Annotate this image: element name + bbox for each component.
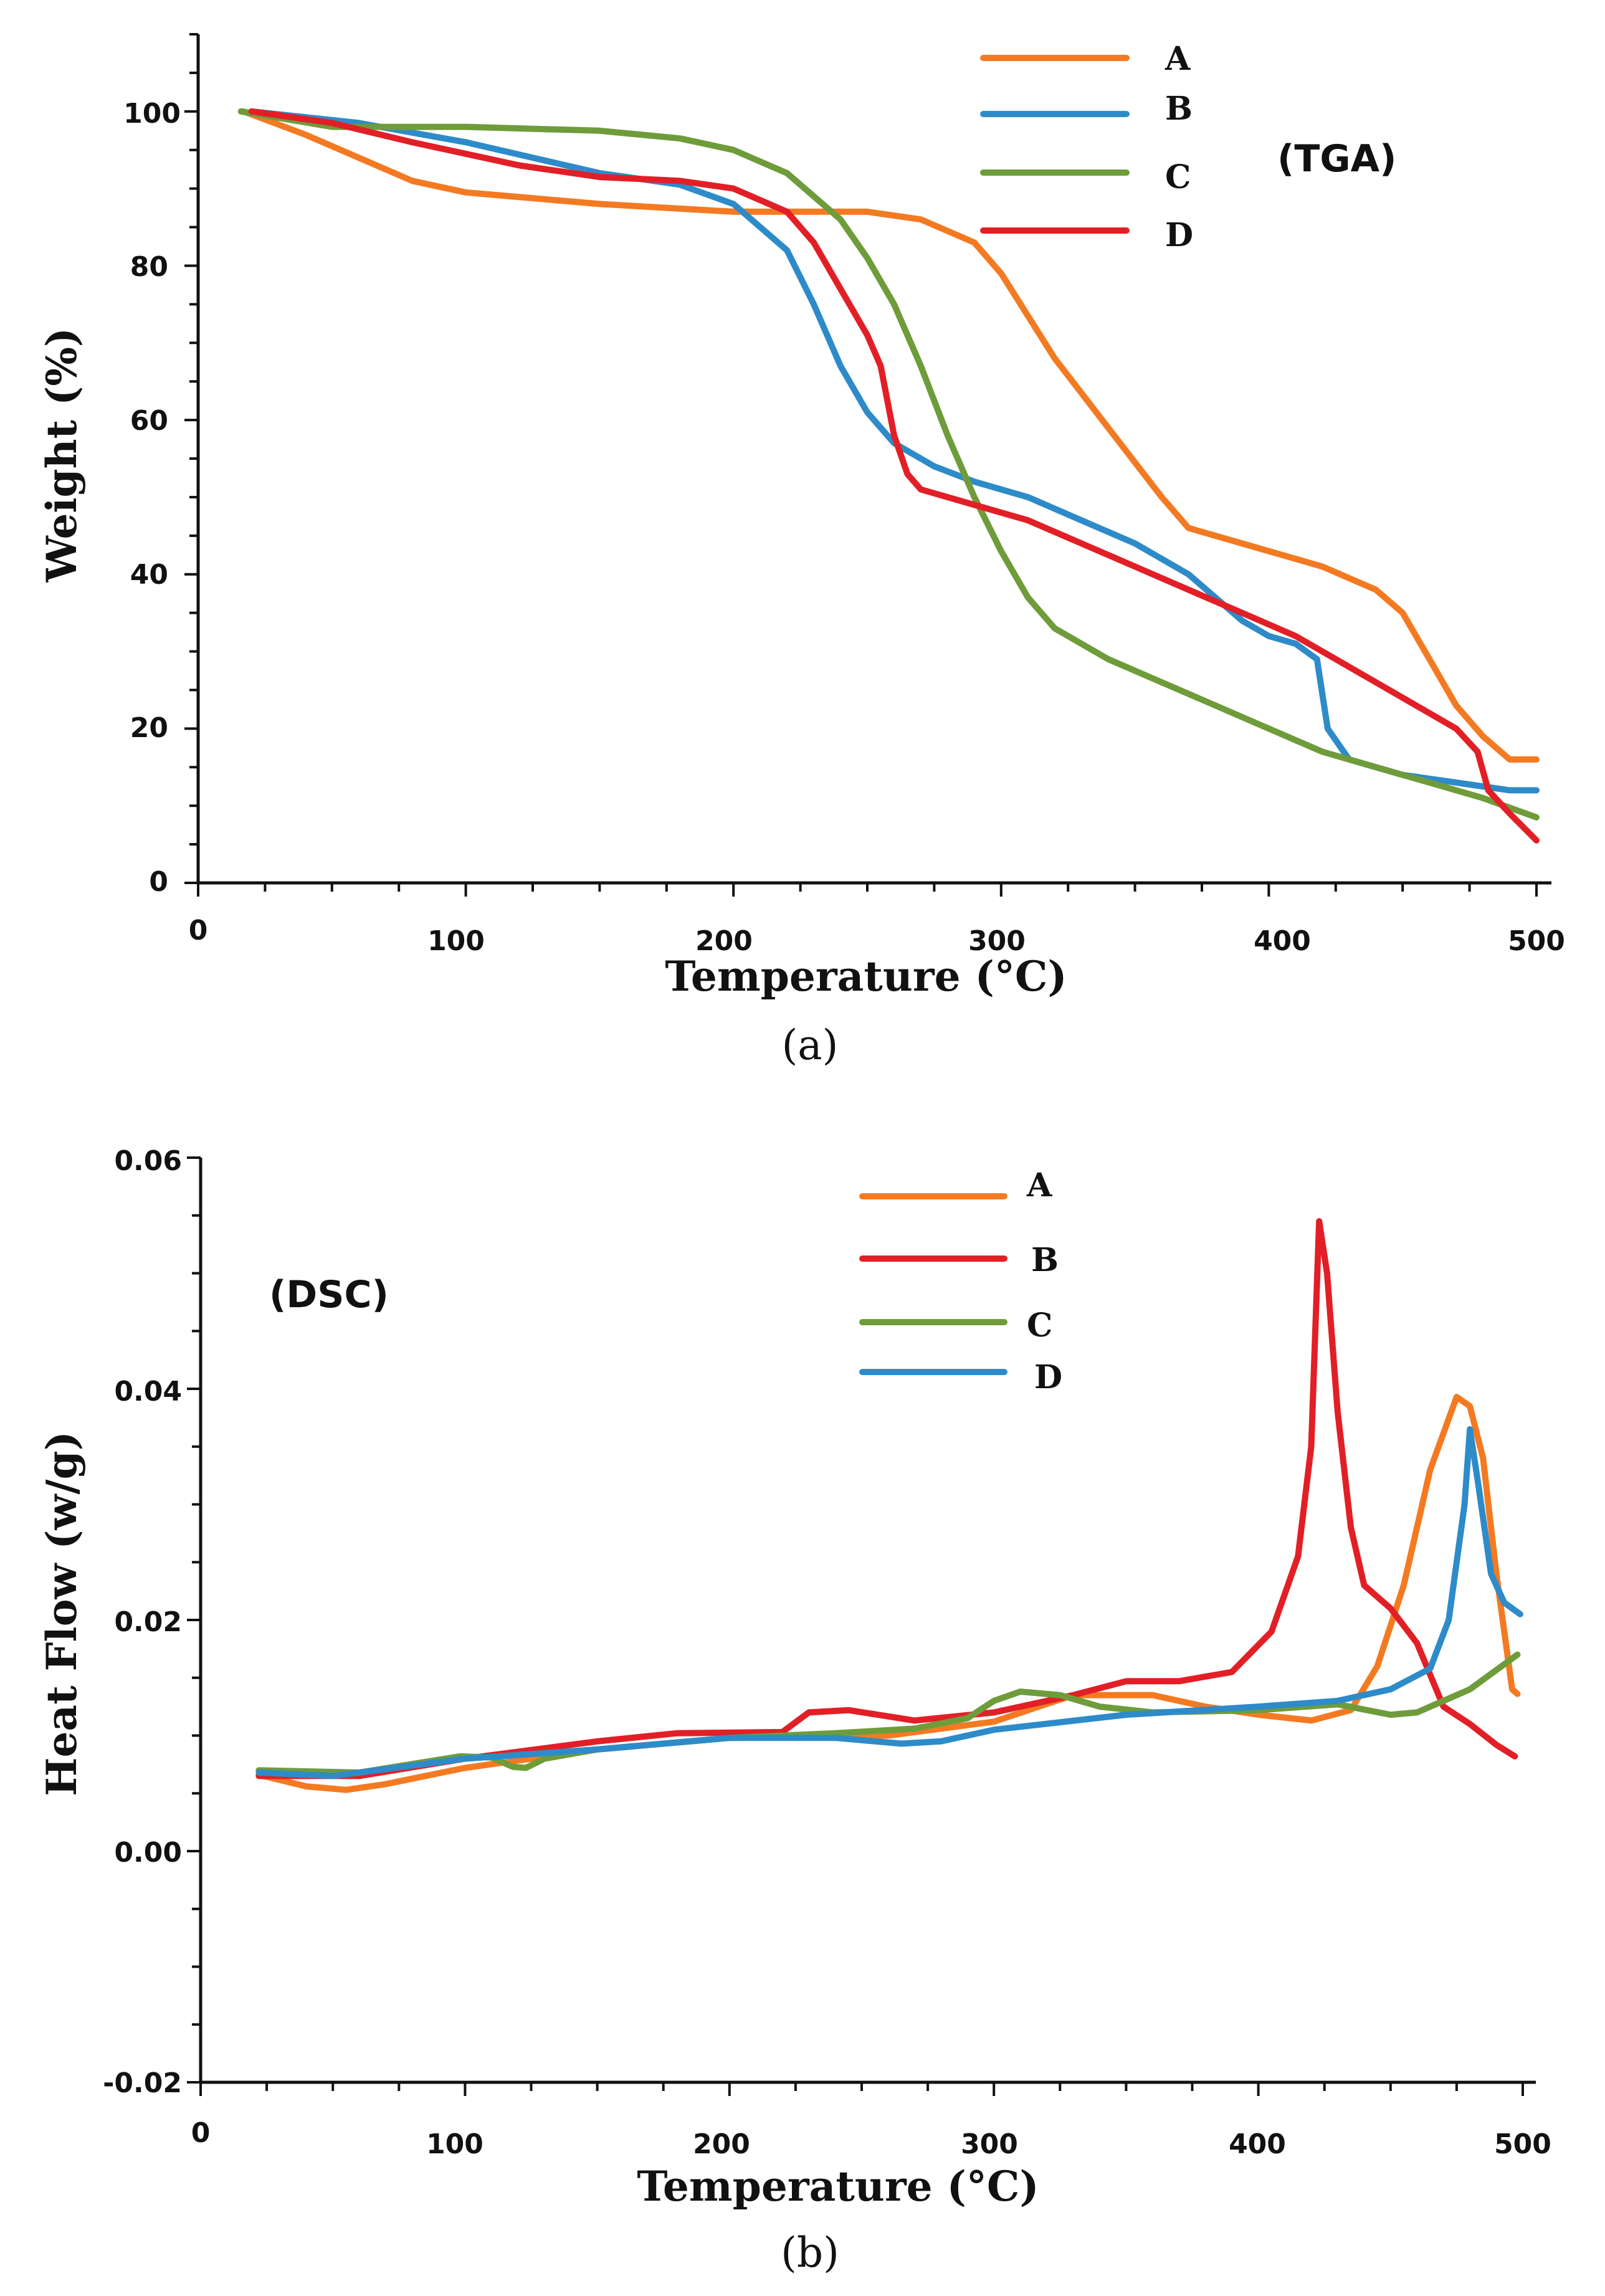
tga-legend-label-d: D bbox=[1165, 216, 1193, 254]
dsc-x-tick-label: 400 bbox=[1229, 2128, 1286, 2160]
tga-series-b-line bbox=[248, 108, 1540, 794]
tga-x-tick-label: 500 bbox=[1508, 925, 1565, 957]
tga-y-tick-label: 20 bbox=[130, 712, 168, 744]
dsc-panel-tag: (DSC) bbox=[269, 1273, 389, 1317]
tga-y-tick-label: 40 bbox=[130, 559, 168, 591]
dsc-panel: -0.02 0.00 0.02 0.04 0.06 0 100 200 300 … bbox=[37, 1145, 1551, 2277]
tga-series-c-line bbox=[237, 108, 1540, 821]
tga-x-tick-label: 400 bbox=[1254, 925, 1311, 957]
tga-legend-label-b: B bbox=[1165, 90, 1193, 128]
tga-series-d-line bbox=[248, 108, 1540, 844]
tga-caption: (a) bbox=[782, 1021, 839, 1069]
dsc-y-tick-label: 0.00 bbox=[114, 1837, 182, 1869]
tga-tick-labels: 0 20 40 60 80 100 0 100 200 300 400 500 bbox=[123, 98, 1565, 957]
dsc-x-tick-label: 100 bbox=[426, 2128, 483, 2160]
dsc-x-tick-label: 300 bbox=[961, 2128, 1018, 2160]
tga-x-tick-label: 200 bbox=[695, 925, 753, 957]
dsc-legend-label-c: C bbox=[1027, 1307, 1052, 1345]
dsc-axes bbox=[199, 1158, 1536, 2084]
tga-ticks bbox=[184, 33, 1538, 897]
tga-x-tick-label: 300 bbox=[968, 925, 1026, 957]
tga-y-axis-title: Weight (%) bbox=[37, 328, 86, 583]
tga-y-tick-label: 80 bbox=[130, 251, 168, 283]
tga-x-tick-label: 100 bbox=[427, 925, 485, 957]
tga-legend-label-a: A bbox=[1164, 40, 1191, 78]
dsc-series-group bbox=[255, 1218, 1523, 1793]
dsc-y-axis-title: Heat Flow (w/g) bbox=[37, 1431, 86, 1796]
dsc-series-b-line bbox=[255, 1218, 1518, 1779]
dsc-x-tick-label: 0 bbox=[191, 2117, 211, 2149]
dsc-series-c-line bbox=[255, 1651, 1521, 1776]
tga-legend: A B C D bbox=[980, 40, 1193, 254]
dsc-x-tick-label: 500 bbox=[1494, 2128, 1551, 2160]
dsc-series-d-line bbox=[255, 1426, 1523, 1779]
dsc-legend-label-d: D bbox=[1034, 1358, 1062, 1396]
tga-series-group bbox=[237, 108, 1540, 844]
dsc-y-tick-label: -0.02 bbox=[103, 2067, 182, 2099]
tga-series-a-line bbox=[241, 108, 1540, 763]
dsc-y-tick-label: 0.02 bbox=[114, 1606, 182, 1638]
dsc-ticks bbox=[187, 1156, 1524, 2096]
dsc-x-axis-title: Temperature (°C) bbox=[637, 2162, 1039, 2211]
tga-legend-label-c: C bbox=[1165, 158, 1191, 196]
tga-x-tick-label: 0 bbox=[189, 915, 208, 946]
dsc-legend-label-b: B bbox=[1031, 1241, 1059, 1279]
tga-y-tick-label: 100 bbox=[123, 98, 181, 130]
dsc-y-tick-label: 0.06 bbox=[114, 1145, 182, 1177]
dsc-caption: (b) bbox=[781, 2229, 839, 2277]
dsc-y-tick-label: 0.04 bbox=[114, 1376, 182, 1408]
dsc-x-tick-label: 200 bbox=[693, 2128, 750, 2160]
tga-y-tick-label: 60 bbox=[130, 405, 168, 437]
dsc-legend-label-a: A bbox=[1026, 1166, 1052, 1204]
tga-y-tick-label: 0 bbox=[149, 866, 168, 898]
dsc-legend: A B C D bbox=[859, 1166, 1062, 1396]
tga-panel: 0 20 40 60 80 100 0 100 200 300 400 500 … bbox=[37, 33, 1565, 1069]
tga-x-axis-title: Temperature (°C) bbox=[665, 952, 1067, 1001]
dsc-tick-labels: -0.02 0.00 0.02 0.04 0.06 0 100 200 300 … bbox=[103, 1145, 1551, 2160]
tga-panel-tag: (TGA) bbox=[1277, 137, 1396, 181]
